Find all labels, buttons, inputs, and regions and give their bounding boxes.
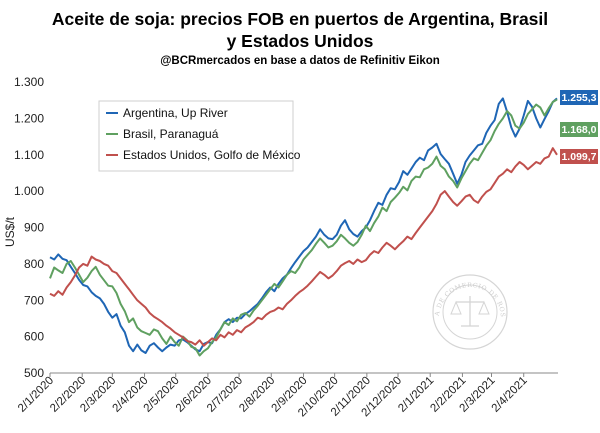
- y-tick-label: 500: [24, 366, 44, 380]
- legend-box: [98, 100, 294, 172]
- y-axis-label: US$/t: [3, 216, 17, 247]
- end-value-label-1: 1.168,0: [561, 124, 596, 136]
- end-value-badge-0: [560, 90, 598, 105]
- watermark-outer-ring: [432, 274, 508, 350]
- y-tick-label: 1.300: [14, 75, 44, 89]
- series-line-1: [49, 98, 558, 357]
- end-value-badge-1: [560, 122, 598, 137]
- x-tick-label: 2/4/2021: [490, 375, 530, 415]
- y-tick-label: 700: [24, 293, 44, 307]
- y-tick-label: 1.100: [14, 148, 44, 162]
- legend-entry-1: Brasil, Paranaguá: [123, 127, 219, 141]
- series-line-2: [49, 147, 558, 347]
- y-tick-label: 900: [24, 221, 44, 235]
- watermark-inner-ring: [442, 284, 498, 340]
- legend-entry-0: Argentina, Up River: [123, 106, 228, 120]
- legend-entry-2: Estados Unidos, Golfo de México: [123, 148, 301, 162]
- watermark-scale-pan-left: [450, 300, 462, 315]
- y-tick-label: 600: [24, 330, 44, 344]
- chart-title-line-2: y Estados Unidos: [227, 31, 374, 51]
- series-line-0: [49, 97, 558, 354]
- chart-subtitle: @BCRmercados en base a datos de Refiniti…: [160, 55, 440, 67]
- end-value-badge-2: [560, 149, 598, 164]
- end-value-label-2: 1.099,7: [561, 151, 596, 163]
- y-tick-label: 800: [24, 257, 44, 271]
- watermark-scale-pan-right: [478, 300, 490, 315]
- end-labels: 1.255,3 1.168,0 1.099,7: [560, 90, 598, 164]
- y-tick-label: 1.200: [14, 111, 44, 125]
- y-tick-label: 1.000: [14, 184, 44, 198]
- chart-title-line-1: Aceite de soja: precios FOB en puertos d…: [52, 9, 548, 29]
- legend: Argentina, Up River Brasil, Paranaguá Esta…: [98, 100, 301, 172]
- watermark-seal: BOLSA DE COMERCIO DE ROSARIO: [0, 0, 508, 350]
- end-value-label-0: 1.255,3: [561, 92, 596, 104]
- series-layer: [49, 97, 558, 357]
